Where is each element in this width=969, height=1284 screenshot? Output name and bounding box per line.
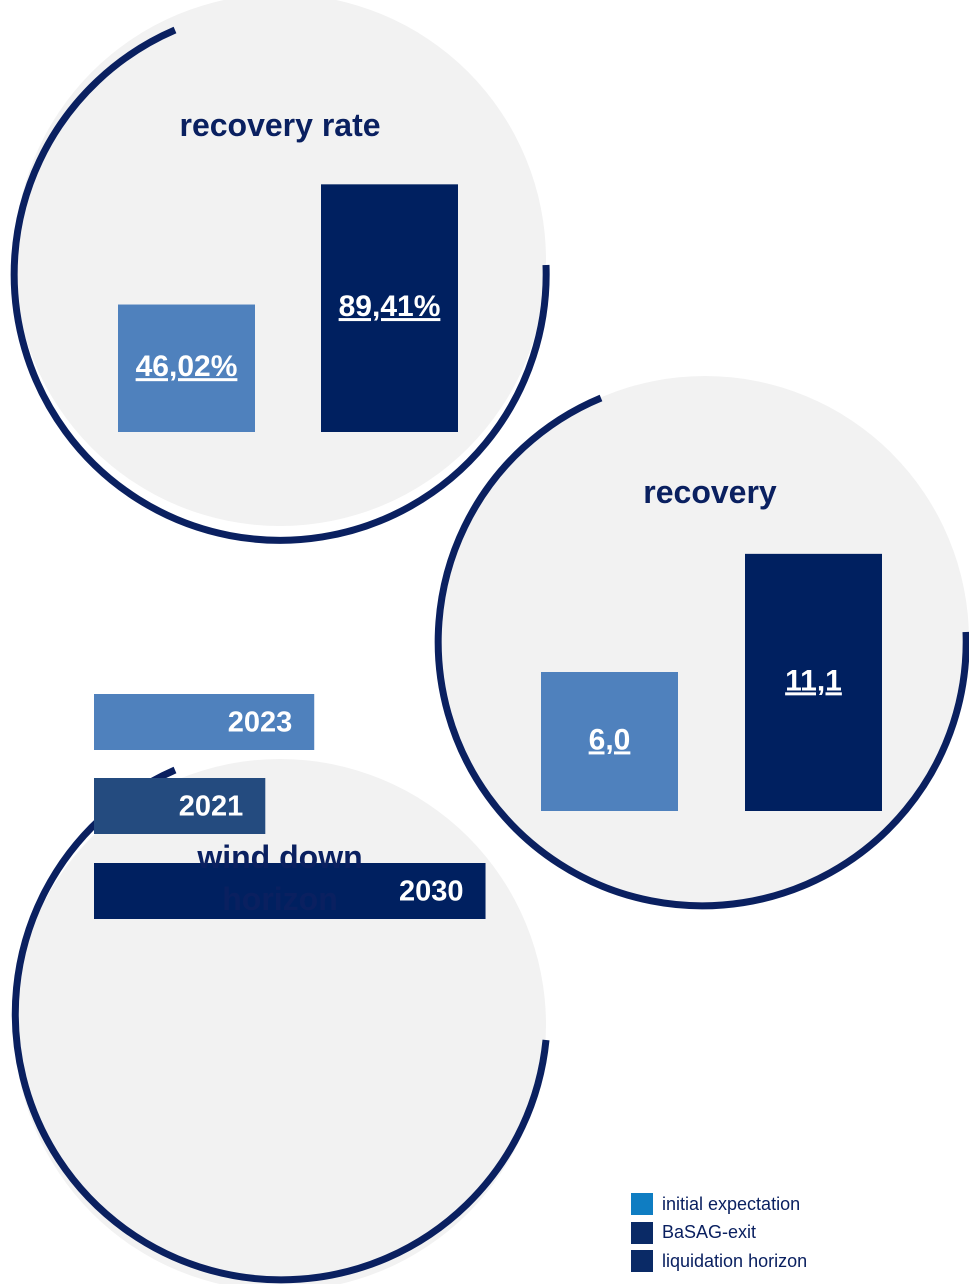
value-label: 46,02% [136, 350, 238, 383]
circle-arc [10, 26, 550, 544]
value-label: 11,1 [785, 664, 842, 697]
value-label: 6,0 [589, 723, 631, 756]
value-label: 2030 [399, 876, 464, 908]
chart-title: wind down horizon [197, 839, 363, 917]
legend-item: BaSAG-exit [631, 1219, 807, 1248]
legend-swatch [631, 1193, 653, 1216]
legend-swatch [631, 1250, 653, 1273]
chart-title: recovery [643, 474, 777, 510]
legend: initial expectation BaSAG-exit liquidation… [631, 1190, 807, 1276]
bar [541, 672, 678, 811]
legend-item: initial expectation [631, 1190, 807, 1219]
bar [118, 304, 255, 432]
circle-bg [14, 0, 546, 526]
legend-label: initial expectation [662, 1193, 801, 1214]
legend-label: liquidation horizon [662, 1250, 808, 1271]
bar [94, 694, 315, 750]
legend-item: liquidation horizon [631, 1247, 807, 1276]
bar [94, 863, 486, 919]
circle-arc [434, 394, 969, 910]
legend-swatch [631, 1221, 653, 1244]
chart-title: recovery rate [179, 107, 381, 143]
value-label: 2023 [228, 707, 293, 739]
bar [321, 184, 458, 432]
value-label: 89,41% [339, 290, 441, 323]
value-label: 2021 [179, 791, 244, 823]
legend-label: BaSAG-exit [662, 1222, 757, 1243]
circle-arc [11, 766, 550, 1284]
bar [745, 553, 882, 811]
bar [94, 778, 266, 834]
